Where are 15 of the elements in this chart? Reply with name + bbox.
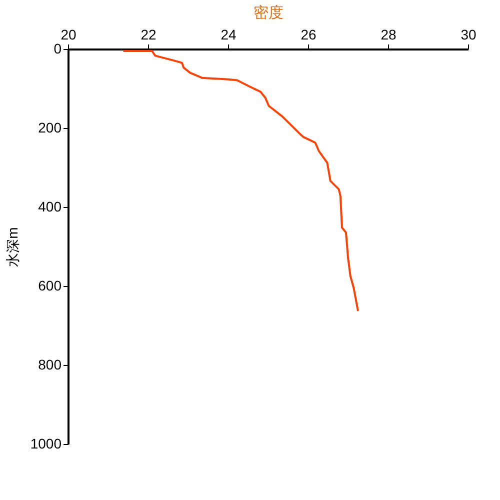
line-series <box>122 50 359 312</box>
x-tick-label: 20 <box>60 26 76 42</box>
x-axis-title: 密度 <box>254 4 284 22</box>
y-tick-label: 800 <box>38 356 62 372</box>
y-axis-title: 水深m <box>4 227 20 267</box>
y-tick-label: 1000 <box>30 436 62 452</box>
y-tick-label: 0 <box>54 40 62 56</box>
x-tick-label: 22 <box>140 26 156 42</box>
y-tick-label: 200 <box>38 120 62 136</box>
x-tick-label: 28 <box>380 26 396 42</box>
x-tick-label: 30 <box>460 26 476 42</box>
y-tick-label: 600 <box>38 278 62 294</box>
x-tick-label: 26 <box>300 26 316 42</box>
x-tick-label: 24 <box>220 26 236 42</box>
y-tick-label: 400 <box>38 198 62 214</box>
